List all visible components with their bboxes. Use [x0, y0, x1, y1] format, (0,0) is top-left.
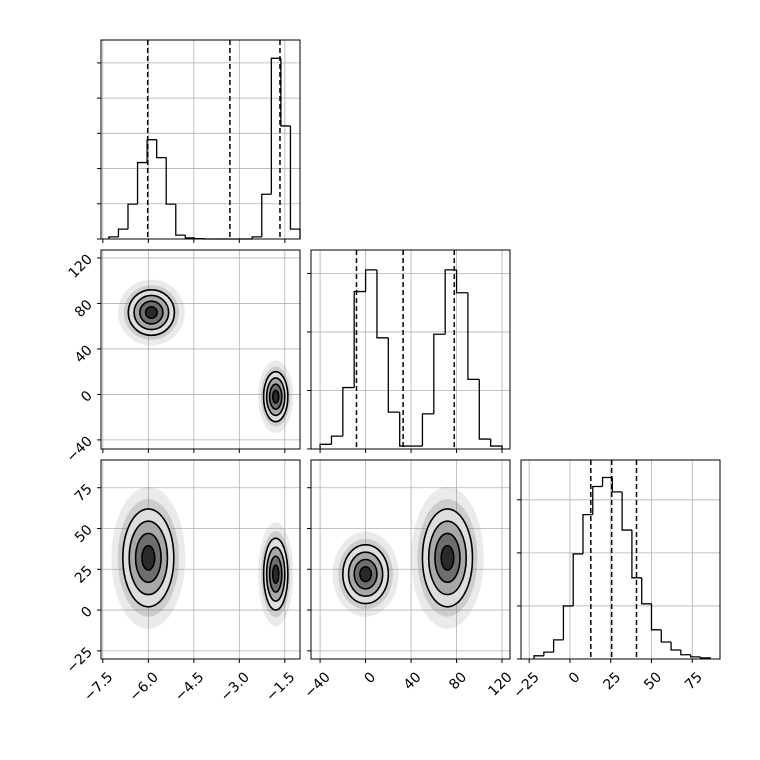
histogram-bin [631, 530, 642, 579]
x-tick-label: 80 [446, 669, 470, 693]
histogram-bin [660, 629, 672, 643]
histogram-bin [399, 412, 412, 447]
histogram-bin [455, 269, 468, 294]
histogram-bin [444, 269, 457, 335]
histogram-bin [175, 204, 186, 236]
y-tick-label: 0 [78, 388, 96, 406]
histogram-bin [184, 235, 195, 239]
histogram-bin [680, 649, 691, 656]
y-tick-label: 0 [78, 604, 96, 622]
histogram-bin [136, 161, 148, 205]
histogram-bin [165, 157, 176, 205]
y-tick-label: 120 [66, 251, 96, 281]
density-panel [117, 279, 294, 433]
histogram-bin [342, 386, 355, 437]
y-tick-label: −25 [64, 644, 96, 676]
x-tick-label: 25 [600, 669, 624, 693]
y-tick-label: 75 [72, 481, 96, 505]
x-tick-label: 0 [362, 669, 380, 687]
x-tick-label: −4.5 [172, 669, 207, 704]
contour [271, 564, 280, 584]
histogram-bin [330, 435, 343, 445]
histogram-bin [467, 292, 480, 380]
histogram-bin [478, 379, 491, 440]
histogram-bin [572, 553, 583, 606]
histogram-bin [319, 443, 332, 449]
histogram-bin [108, 236, 119, 239]
contour [144, 306, 158, 320]
x-tick-label: 0 [566, 669, 584, 687]
histogram-bin [552, 639, 564, 653]
x-tick-label: −7.5 [81, 669, 116, 704]
y-tick-label: 80 [72, 297, 96, 321]
contour [440, 544, 455, 571]
density-panel [332, 486, 484, 629]
histogram-bin [433, 333, 446, 414]
histogram-bin [543, 651, 554, 656]
y-tick-label: 40 [72, 342, 96, 366]
panel-frame [100, 459, 301, 660]
histogram-bin [251, 236, 262, 239]
histogram-bin [280, 58, 291, 127]
histogram-bin [533, 655, 544, 659]
histogram-bin [699, 656, 711, 659]
histogram-bin [490, 439, 503, 449]
contour [359, 566, 373, 583]
histogram-bin [261, 193, 272, 237]
x-tick-label: 40 [401, 669, 425, 693]
panel-frame [520, 459, 721, 660]
panel-frame [310, 249, 511, 450]
histogram-bin [621, 491, 632, 531]
x-tick-label: 120 [485, 669, 515, 699]
panel-frame [100, 249, 301, 450]
histogram-bin [289, 125, 301, 239]
histogram-bin [421, 413, 434, 447]
x-tick-label: 50 [641, 669, 665, 693]
histogram-bin [376, 269, 389, 339]
histogram-bin [641, 577, 652, 605]
histogram-bin [156, 139, 167, 159]
y-tick-label: −40 [64, 433, 96, 465]
x-tick-label: −1.5 [263, 669, 298, 704]
contour [141, 544, 156, 571]
histogram-bin [270, 57, 281, 195]
histogram-bin [670, 642, 681, 651]
x-tick-label: −6.0 [127, 669, 162, 704]
panel-frame [310, 459, 511, 660]
panel-frame [100, 39, 301, 240]
contour [271, 389, 280, 404]
histogram-bin [364, 269, 377, 292]
density-panel [111, 486, 294, 629]
histogram-bin [562, 605, 574, 640]
x-tick-label: −40 [302, 669, 334, 701]
histogram-bin [582, 514, 593, 554]
histogram-bin [117, 228, 128, 237]
histogram-bin [611, 477, 623, 493]
histogram-bin [127, 203, 138, 230]
y-tick-label: 50 [72, 522, 96, 546]
histogram-bin [601, 476, 613, 487]
x-tick-label: −3.0 [218, 669, 253, 704]
x-tick-label: −25 [511, 669, 543, 701]
x-tick-label: 75 [682, 669, 706, 693]
histogram-bin [387, 337, 400, 413]
histogram-bin [689, 654, 701, 658]
y-tick-label: 25 [72, 563, 96, 587]
histogram-bin [650, 603, 662, 631]
histogram-bin [592, 485, 603, 515]
histogram-bin [353, 290, 366, 388]
